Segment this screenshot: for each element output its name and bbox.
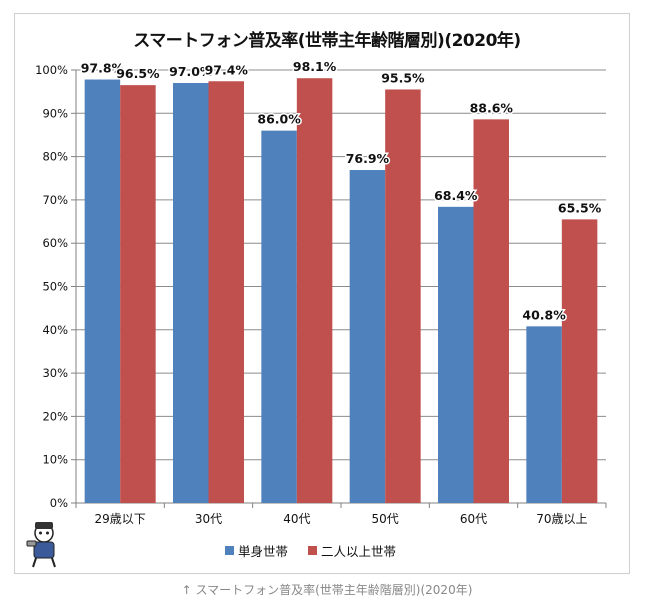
data-label: 86.0% xyxy=(257,112,301,127)
y-tick-label: 90% xyxy=(42,106,68,120)
bar xyxy=(120,85,156,503)
bar xyxy=(84,79,121,503)
data-label: 76.9% xyxy=(346,151,390,166)
data-label: 65.5% xyxy=(558,200,602,215)
bar xyxy=(296,78,333,504)
data-label: 40.8% xyxy=(522,307,566,322)
data-label: 97.0% xyxy=(169,64,213,79)
x-tick-label: 60代 xyxy=(460,512,487,526)
bar xyxy=(385,89,421,504)
y-tick-label: 40% xyxy=(42,323,68,337)
data-label: 98.1% xyxy=(293,59,337,74)
y-tick-label: 50% xyxy=(42,280,68,294)
bar xyxy=(526,326,562,503)
bar xyxy=(208,81,244,504)
legend-item-multi: 二人以上世帯 xyxy=(308,541,396,560)
image-caption: ↑ スマートフォン普及率(世帯主年齢階層別)(2020年) xyxy=(181,583,473,597)
bar xyxy=(438,206,474,503)
bar xyxy=(261,130,297,503)
legend-swatch-multi xyxy=(308,546,318,555)
y-tick-label: 20% xyxy=(42,409,68,423)
y-tick-label: 30% xyxy=(42,366,68,380)
x-tick-label: 50代 xyxy=(372,512,399,526)
legend-swatch-single xyxy=(225,546,234,555)
y-tick-label: 100% xyxy=(35,63,68,77)
data-label: 97.8% xyxy=(81,61,125,76)
y-tick-label: 70% xyxy=(42,193,68,207)
bar xyxy=(349,170,386,503)
mascot-icon xyxy=(26,522,56,568)
x-tick-label: 40代 xyxy=(283,512,310,526)
bar xyxy=(473,119,509,503)
chart-legend: 単身世帯 二人以上世帯 xyxy=(225,541,408,560)
legend-label-single: 単身世帯 xyxy=(238,544,289,559)
x-tick-label: 30代 xyxy=(195,512,222,526)
y-tick-label: 0% xyxy=(50,496,68,510)
x-tick-label: 70歳以上 xyxy=(536,512,587,526)
data-label: 68.4% xyxy=(434,188,478,203)
y-tick-label: 10% xyxy=(42,453,68,467)
bar xyxy=(173,82,209,504)
legend-item-single: 単身世帯 xyxy=(225,541,288,560)
y-tick-label: 80% xyxy=(42,150,68,164)
chart-title: スマートフォン普及率(世帯主年齢階層別)(2020年) xyxy=(133,31,521,51)
y-tick-label: 60% xyxy=(42,236,68,250)
bar xyxy=(561,219,598,503)
data-label: 96.5% xyxy=(116,66,160,81)
legend-label-multi: 二人以上世帯 xyxy=(321,544,397,559)
mascot-illustration xyxy=(24,519,64,573)
x-tick-label: 29歳以下 xyxy=(95,512,146,526)
data-label: 97.4% xyxy=(205,62,249,77)
data-label: 88.6% xyxy=(470,100,514,115)
data-label: 95.5% xyxy=(381,70,425,85)
